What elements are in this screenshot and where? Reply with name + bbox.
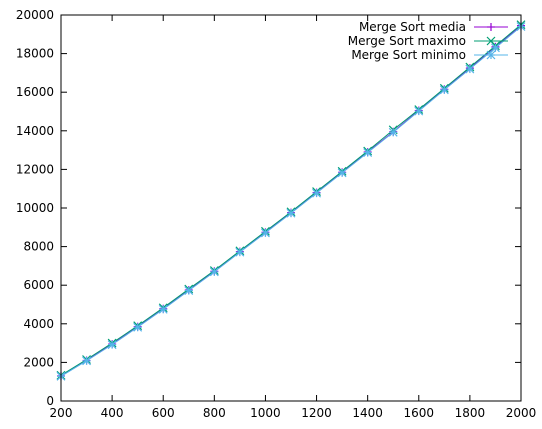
y-tick-label: 4000 bbox=[23, 317, 54, 331]
data-point bbox=[158, 304, 168, 314]
data-point bbox=[107, 340, 117, 350]
data-point bbox=[312, 188, 321, 198]
legend-item: Merge Sort maximo bbox=[348, 34, 508, 48]
y-tick-label: 14000 bbox=[16, 124, 54, 138]
legend-label: Merge Sort media bbox=[359, 20, 466, 34]
series-3 bbox=[56, 22, 526, 381]
y-tick-label: 2000 bbox=[23, 355, 54, 369]
legend-item: Merge Sort media bbox=[359, 20, 508, 34]
series-line bbox=[60, 24, 522, 376]
x-tick-label: 200 bbox=[50, 406, 73, 420]
legend-marker bbox=[486, 36, 496, 46]
data-point bbox=[337, 168, 347, 178]
legend-label: Merge Sort maximo bbox=[348, 34, 466, 48]
data-point bbox=[465, 64, 475, 74]
x-tick-label: 1600 bbox=[404, 406, 435, 420]
series-2 bbox=[56, 20, 526, 380]
y-tick-label: 20000 bbox=[16, 8, 54, 22]
data-point bbox=[184, 286, 194, 296]
y-tick-label: 18000 bbox=[16, 47, 54, 61]
data-point bbox=[363, 148, 373, 158]
y-tick-label: 10000 bbox=[16, 201, 54, 215]
plot-frame bbox=[60, 14, 522, 402]
x-tick-label: 400 bbox=[101, 406, 124, 420]
legend-marker bbox=[487, 23, 495, 31]
x-tick-label: 800 bbox=[203, 406, 226, 420]
x-tick-label: 1800 bbox=[455, 406, 486, 420]
data-point bbox=[439, 85, 449, 95]
x-tick-label: 1400 bbox=[352, 406, 383, 420]
y-tick-label: 12000 bbox=[16, 162, 54, 176]
y-tick-label: 8000 bbox=[23, 240, 54, 254]
y-tick-label: 6000 bbox=[23, 278, 54, 292]
axes-layer: 200 400 600 800 1000 1200 1400 1600 1800 20000200… bbox=[16, 8, 536, 420]
data-point bbox=[82, 356, 91, 366]
legend-marker bbox=[486, 50, 496, 60]
data-point bbox=[235, 247, 245, 257]
series-layer bbox=[56, 20, 526, 381]
data-point bbox=[209, 267, 219, 277]
data-point bbox=[133, 322, 143, 332]
data-point bbox=[414, 106, 424, 116]
x-tick-label: 1000 bbox=[250, 406, 281, 420]
data-point bbox=[491, 43, 500, 53]
x-tick-label: 600 bbox=[152, 406, 175, 420]
data-point bbox=[286, 208, 296, 218]
series-line bbox=[60, 26, 522, 377]
series-1 bbox=[57, 21, 525, 380]
x-tick-label: 1200 bbox=[301, 406, 332, 420]
data-point bbox=[261, 228, 270, 238]
x-tick-label: 2000 bbox=[506, 406, 537, 420]
data-point bbox=[388, 127, 398, 137]
y-tick-label: 16000 bbox=[16, 85, 54, 99]
y-tick-label: 0 bbox=[46, 394, 54, 408]
legend-label: Merge Sort minimo bbox=[351, 48, 466, 62]
series-line bbox=[60, 25, 522, 377]
legend-item: Merge Sort minimo bbox=[351, 48, 508, 62]
